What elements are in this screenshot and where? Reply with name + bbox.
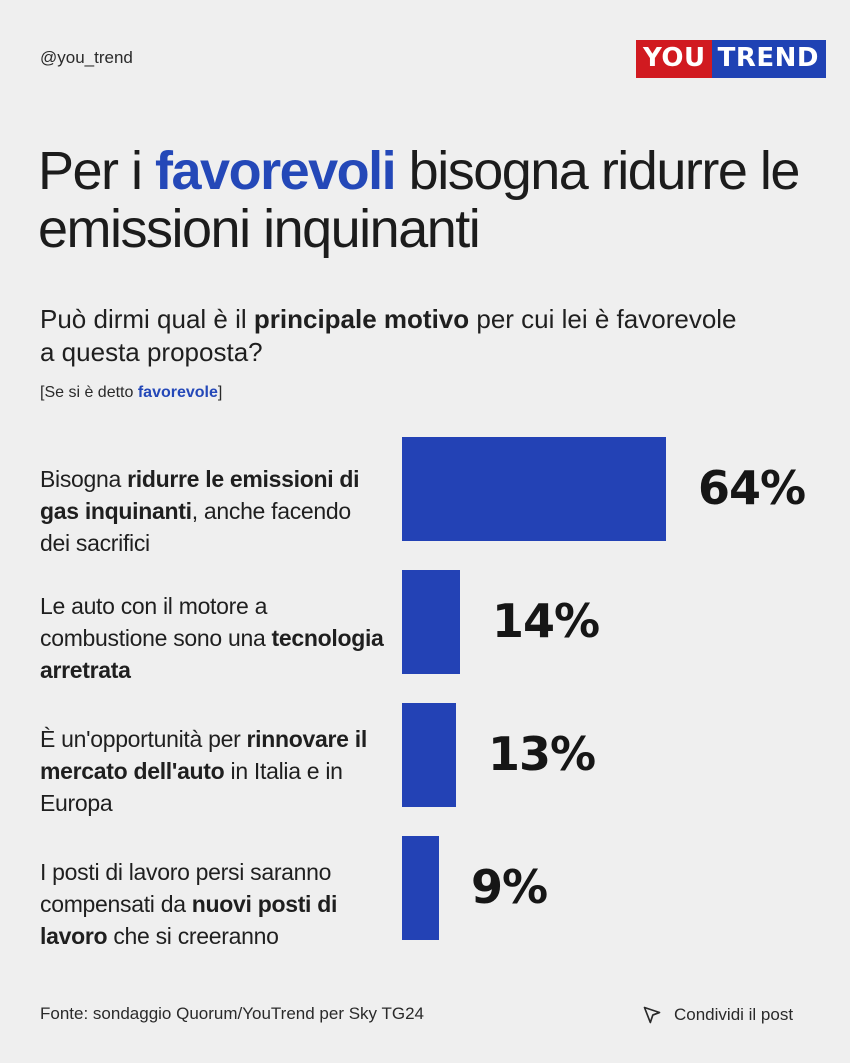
bar-value-label: 13% (488, 727, 596, 781)
filter-note: [Se si è detto favorevole] (40, 384, 222, 402)
page-title: Per i favorevoli bisogna ridurre le emis… (38, 142, 828, 258)
bar-label-text: Le auto con il motore a combustione sono… (40, 593, 272, 651)
bar-label: I posti di lavoro persi saranno compensa… (40, 856, 385, 952)
bar-value-label: 64% (698, 461, 806, 515)
share-label: Condividi il post (674, 1005, 794, 1024)
question-pre: Può dirmi qual è il (40, 304, 254, 334)
handle: @you_trend (40, 48, 133, 67)
bar-label-text: in Italia e in Europa (40, 758, 343, 816)
title-highlight: favorevoli (155, 141, 397, 201)
bar (402, 570, 460, 674)
bar-label: È un'opportunità per rinnovare il mercat… (40, 723, 385, 819)
logo-part-you: YOU (636, 40, 712, 78)
bar-label-text: I posti di lavoro persi saranno compensa… (40, 859, 332, 917)
logo-part-trend: TREND (711, 40, 826, 78)
share-button[interactable]: Condividi il post (642, 1005, 793, 1025)
title-post: bisogna ridurre le emissioni inquinanti (38, 141, 800, 259)
bar-label-text: , anche facendo dei sacrifici (40, 498, 351, 556)
youtrend-logo: YOU TREND (636, 40, 826, 78)
bar-label-bold: ridurre le emissioni di gas inquinanti (40, 466, 360, 524)
note-pre: [Se si è detto (40, 384, 138, 401)
bar-value-label: 9% (471, 860, 548, 914)
bar-label-bold: nuovi posti di lavoro (40, 891, 338, 949)
bar-label-bold: rinnovare il mercato dell'auto (40, 726, 367, 784)
bar-label: Le auto con il motore a combustione sono… (40, 590, 385, 686)
question-bold: principale motivo (253, 304, 470, 334)
note-highlight: favorevole (137, 384, 218, 401)
bar-value-label: 14% (492, 594, 600, 648)
bar-label: Bisogna ridurre le emissioni di gas inqu… (40, 463, 385, 559)
bar (402, 437, 666, 541)
bar (402, 836, 439, 940)
question-post: per cui lei è favorevole a questa propos… (40, 304, 737, 367)
bar-label-text: Bisogna (40, 466, 128, 492)
note-post: ] (217, 384, 223, 401)
bar-label-bold: tecnologia arretrata (40, 625, 384, 683)
title-pre: Per i (38, 141, 156, 201)
bar-label-text: È un'opportunità per (40, 726, 247, 752)
source-note: Fonte: sondaggio Quorum/YouTrend per Sky… (40, 1004, 424, 1023)
question-text: Può dirmi qual è il principale motivo pe… (40, 303, 740, 369)
bar (402, 703, 456, 807)
bar-label-text: che si creeranno (107, 923, 279, 949)
send-icon (643, 1006, 661, 1024)
